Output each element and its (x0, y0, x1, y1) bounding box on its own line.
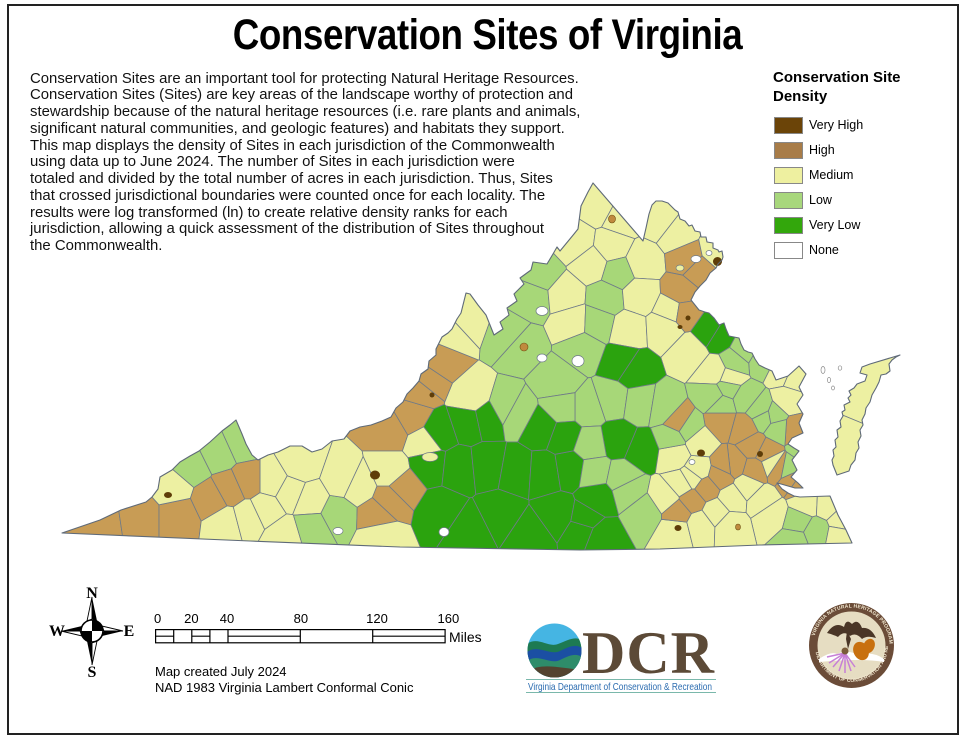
svg-text:E: E (124, 623, 135, 640)
svg-text:S: S (88, 664, 97, 680)
svg-text:N: N (86, 585, 98, 602)
svg-text:Virginia Department of Conserv: Virginia Department of Conservation & Re… (528, 682, 712, 693)
svg-text:DCR: DCR (582, 620, 715, 686)
svg-text:W: W (49, 623, 65, 640)
